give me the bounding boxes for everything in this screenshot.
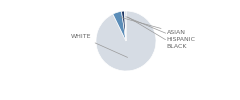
Text: HISPANIC: HISPANIC bbox=[126, 17, 196, 42]
Legend: 92.7%, 4.8%, 1.6%, 0.8%: 92.7%, 4.8%, 1.6%, 0.8% bbox=[73, 98, 179, 100]
Text: WHITE: WHITE bbox=[71, 34, 127, 57]
Wedge shape bbox=[96, 11, 156, 71]
Text: ASIAN: ASIAN bbox=[121, 17, 186, 35]
Wedge shape bbox=[121, 11, 126, 41]
Wedge shape bbox=[125, 11, 126, 41]
Wedge shape bbox=[113, 11, 126, 41]
Text: BLACK: BLACK bbox=[128, 17, 187, 49]
